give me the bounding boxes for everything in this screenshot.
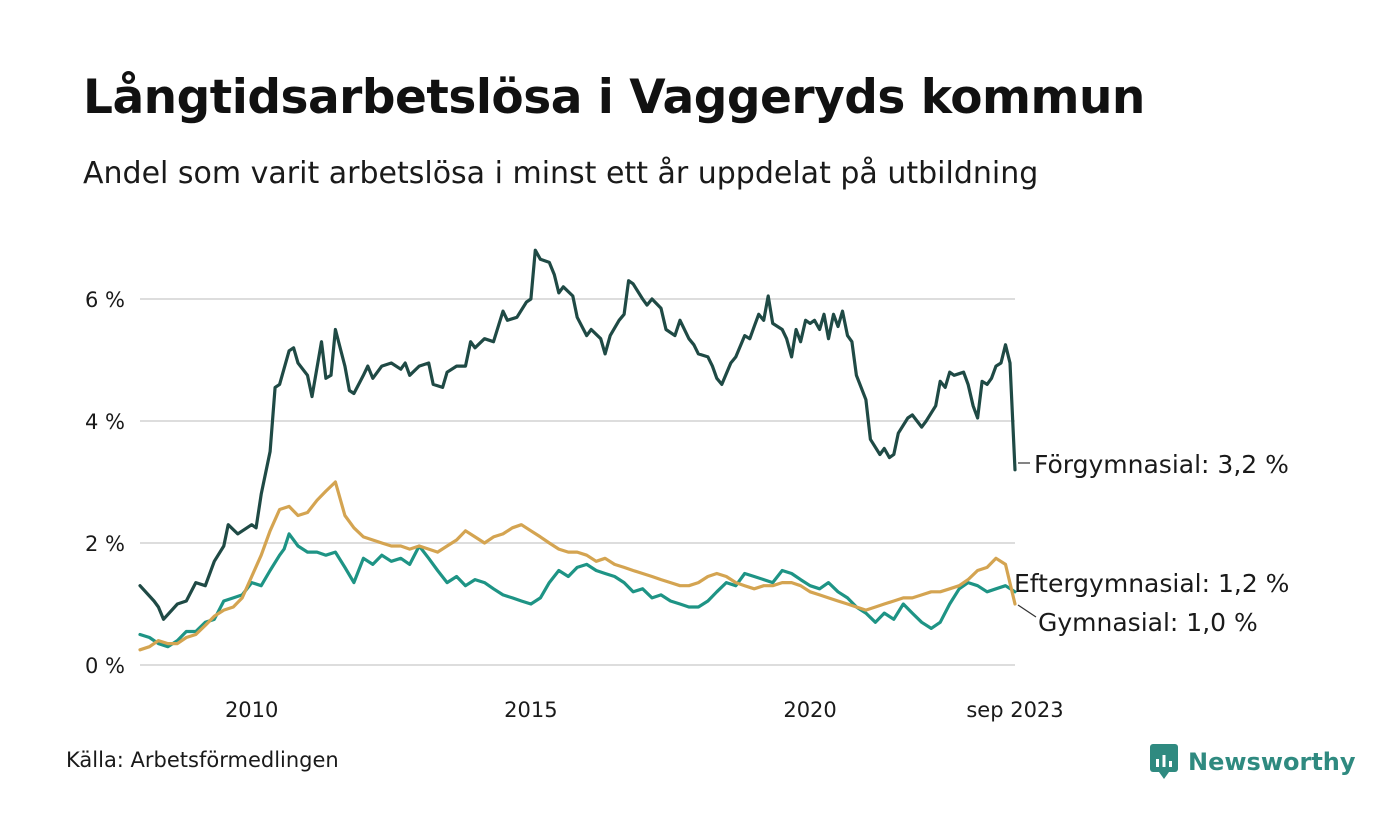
series-line-forgymnasial [138, 248, 1017, 621]
brand-name: Newsworthy [1188, 748, 1356, 776]
label-connector [1017, 604, 1037, 618]
series-end-label-gymnasial: Gymnasial: 1,0 % [1038, 608, 1258, 637]
chart-title: Långtidsarbetslösa i Vaggeryds kommun [83, 70, 1145, 125]
chart-subtitle: Andel som varit arbetslösa i minst ett å… [83, 156, 1039, 191]
series-end-label-forgymnasial: Förgymnasial: 3,2 % [1034, 450, 1289, 479]
brand-logo: Newsworthy [1150, 744, 1356, 780]
y-tick-label: 6 % [85, 288, 125, 312]
series-end-labels: Förgymnasial: 3,2 % Eftergymnasial: 1,2 %… [1014, 450, 1289, 637]
x-tick-label: 2010 [225, 698, 278, 722]
x-axis-ticks: 2010 2015 2020 sep 2023 [225, 698, 1064, 722]
series-lines [138, 248, 1017, 652]
gridlines [140, 298, 1015, 666]
series-line-gymnasial [138, 480, 1017, 652]
x-tick-label: 2020 [783, 698, 836, 722]
series-end-label-eftergymnasial: Eftergymnasial: 1,2 % [1014, 569, 1289, 598]
y-tick-label: 4 % [85, 410, 125, 434]
newsworthy-icon [1150, 744, 1178, 779]
x-tick-label: 2015 [504, 698, 557, 722]
y-axis-ticks: 0 % 2 % 4 % 6 % [85, 288, 125, 678]
y-tick-label: 0 % [85, 654, 125, 678]
x-tick-label: sep 2023 [966, 698, 1063, 722]
series-line-eftergymnasial [138, 532, 1017, 649]
y-tick-label: 2 % [85, 532, 125, 556]
source-note: Källa: Arbetsförmedlingen [66, 748, 339, 772]
